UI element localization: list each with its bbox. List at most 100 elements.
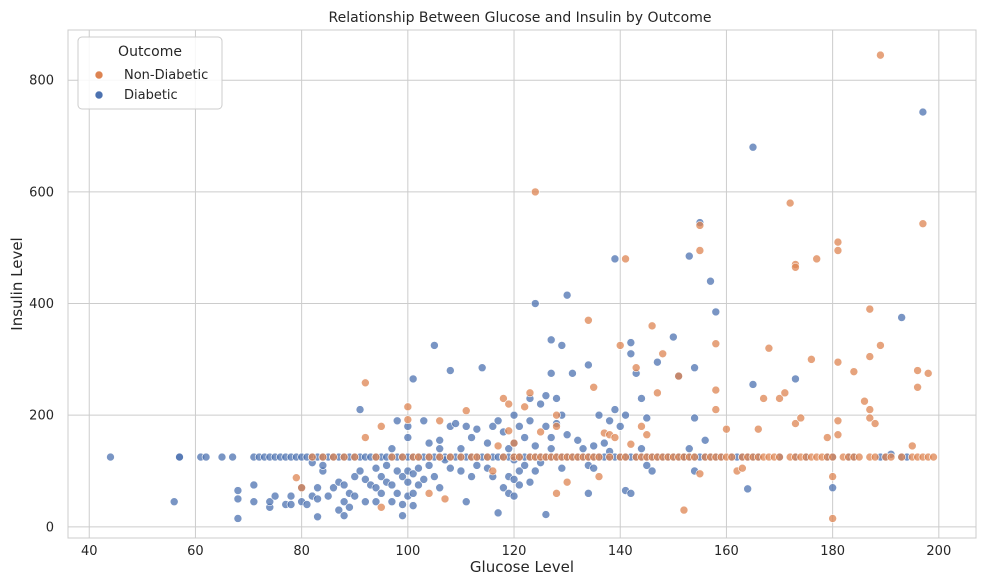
data-point-diabetic <box>175 452 184 462</box>
data-point-diabetic <box>355 405 365 414</box>
data-point-diabetic <box>610 405 620 414</box>
data-points <box>106 50 938 523</box>
data-point-non-diabetic <box>605 452 614 462</box>
data-point-non-diabetic <box>690 452 699 462</box>
data-point-non-diabetic <box>865 352 875 361</box>
data-point-non-diabetic <box>775 394 784 403</box>
plot-frame <box>67 29 977 539</box>
data-point-non-diabetic <box>695 246 705 255</box>
data-point-diabetic <box>918 107 928 117</box>
data-point-diabetic <box>578 444 588 453</box>
data-point-non-diabetic <box>594 472 604 481</box>
data-point-diabetic <box>169 497 179 507</box>
data-point-non-diabetic <box>488 466 498 476</box>
data-point-non-diabetic <box>499 452 508 462</box>
data-point-diabetic <box>233 494 243 504</box>
data-point-non-diabetic <box>780 388 790 398</box>
data-point-non-diabetic <box>504 399 514 409</box>
data-point-diabetic <box>605 416 614 426</box>
y-tick-label: 600 <box>29 185 54 200</box>
data-point-non-diabetic <box>828 472 837 481</box>
data-point-diabetic <box>525 416 535 426</box>
data-point-diabetic <box>414 463 423 473</box>
data-point-non-diabetic <box>297 483 306 493</box>
legend-marker-diabetic <box>94 90 104 100</box>
data-point-non-diabetic <box>711 385 721 395</box>
data-point-diabetic <box>249 497 259 507</box>
data-point-diabetic <box>684 444 694 453</box>
data-point-non-diabetic <box>870 419 880 428</box>
data-point-non-diabetic <box>329 452 338 462</box>
data-point-diabetic <box>424 461 434 470</box>
data-point-non-diabetic <box>833 357 843 367</box>
data-point-non-diabetic <box>711 339 721 349</box>
data-point-non-diabetic <box>552 422 561 431</box>
grid-lines <box>68 30 976 538</box>
data-point-non-diabetic <box>472 452 482 462</box>
data-point-diabetic <box>515 422 524 431</box>
data-point-diabetic <box>376 489 386 498</box>
data-point-diabetic <box>403 433 413 442</box>
x-tick-labels: 40 60 80 100 120 140 160 180 200 <box>81 544 951 559</box>
data-point-diabetic <box>270 491 280 501</box>
data-point-diabetic <box>302 500 312 509</box>
data-point-diabetic <box>456 466 466 476</box>
data-point-diabetic <box>626 338 636 347</box>
data-point-diabetic <box>600 438 609 448</box>
data-point-diabetic <box>456 444 466 453</box>
data-point-non-diabetic <box>653 388 662 398</box>
data-point-non-diabetic <box>785 198 795 208</box>
data-point-non-diabetic <box>403 415 413 424</box>
data-point-non-diabetic <box>376 422 386 431</box>
data-point-non-diabetic <box>647 321 657 331</box>
data-point-diabetic <box>446 463 455 473</box>
data-point-diabetic <box>557 463 567 473</box>
data-point-diabetic <box>700 436 710 445</box>
data-point-diabetic <box>584 360 593 370</box>
chart-title: Relationship Between Glucose and Insulin… <box>329 10 712 26</box>
data-point-non-diabetic <box>552 410 561 420</box>
legend: Outcome Non-Diabetic Diabetic <box>77 36 223 110</box>
data-point-diabetic <box>637 394 646 403</box>
data-point-non-diabetic <box>695 221 705 230</box>
data-point-non-diabetic <box>424 452 434 462</box>
data-point-non-diabetic <box>865 405 875 414</box>
data-point-non-diabetic <box>658 349 668 359</box>
data-point-diabetic <box>339 511 349 520</box>
data-point-non-diabetic <box>499 394 508 403</box>
data-point-non-diabetic <box>520 402 529 412</box>
data-point-non-diabetic <box>584 315 593 325</box>
legend-marker-non-diabetic <box>94 70 104 80</box>
data-point-diabetic <box>313 494 322 504</box>
data-point-diabetic <box>201 452 211 462</box>
data-point-diabetic <box>392 416 402 426</box>
data-point-diabetic <box>228 452 237 462</box>
data-point-non-diabetic <box>918 219 928 229</box>
data-point-diabetic <box>371 483 381 493</box>
data-point-diabetic <box>525 477 535 487</box>
data-point-diabetic <box>361 497 370 507</box>
data-point-diabetic <box>562 290 572 300</box>
data-point-diabetic <box>350 472 360 481</box>
data-point-non-diabetic <box>876 50 885 60</box>
data-point-non-diabetic <box>796 413 806 423</box>
data-point-non-diabetic <box>860 396 869 406</box>
data-point-non-diabetic <box>913 382 922 392</box>
data-point-diabetic <box>669 332 678 342</box>
x-tick-label: 200 <box>926 544 951 559</box>
data-point-diabetic <box>584 489 593 498</box>
data-point-non-diabetic <box>679 505 689 515</box>
data-point-non-diabetic <box>876 341 885 350</box>
data-point-diabetic <box>217 452 227 462</box>
data-point-diabetic <box>594 410 604 420</box>
data-point-diabetic <box>286 500 296 509</box>
data-point-non-diabetic <box>722 424 731 434</box>
data-point-diabetic <box>626 489 636 498</box>
data-point-diabetic <box>408 501 418 510</box>
data-point-diabetic <box>541 510 551 519</box>
data-point-diabetic <box>541 422 551 431</box>
data-point-diabetic <box>546 369 556 378</box>
data-point-non-diabetic <box>929 452 938 462</box>
data-point-non-diabetic <box>504 426 514 436</box>
